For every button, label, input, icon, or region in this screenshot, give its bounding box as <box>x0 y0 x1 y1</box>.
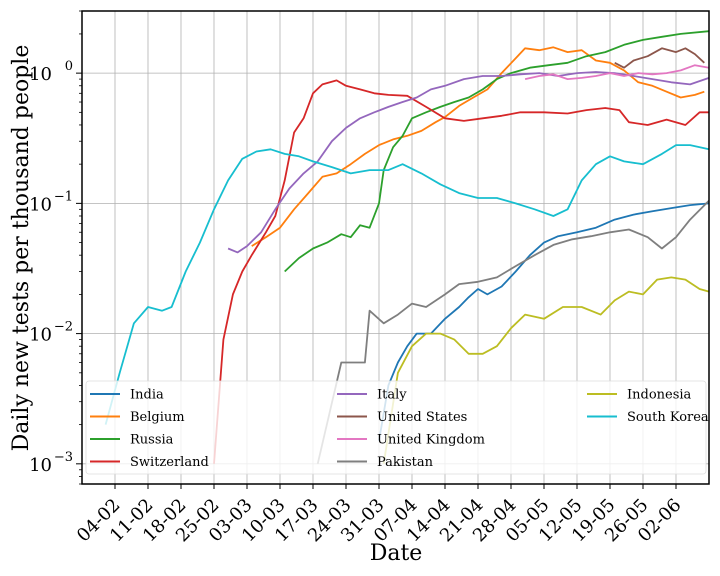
y-tick-exponent: −2 <box>54 320 73 335</box>
legend-label: United States <box>377 410 467 425</box>
y-tick-label: 10 <box>29 64 52 85</box>
legend: India Belgium Russia Switzerland Italy United… <box>85 380 709 475</box>
y-tick-exponent: −3 <box>54 450 73 465</box>
y-tick-exponent: 0 <box>65 59 73 74</box>
series-line-4 <box>227 71 710 254</box>
series-line-8 <box>382 276 710 464</box>
legend-label: Belgium <box>130 410 185 425</box>
legend-label: United Kingdom <box>377 433 485 448</box>
series-lines <box>104 30 710 465</box>
series-line-7 <box>316 199 710 465</box>
y-tick-base: 10 <box>29 64 52 85</box>
y-tick-label: 10 <box>29 455 52 476</box>
y-tick-base: 10 <box>29 325 52 346</box>
legend-label: Switzerland <box>130 455 209 470</box>
y-tick-base: 10 <box>29 455 52 476</box>
legend-label: Italy <box>377 388 407 403</box>
legend-label: Russia <box>130 433 174 448</box>
legend-label: Indonesia <box>627 388 692 403</box>
y-tick-label: 10 <box>29 325 52 346</box>
y-tick-label: 10 <box>29 194 52 215</box>
series-line-3 <box>213 79 709 464</box>
legend-label: South Korea <box>627 410 709 425</box>
y-axis-title: Daily new tests per thousand people <box>9 45 34 452</box>
series-line-2 <box>284 30 710 273</box>
legend-label: Pakistan <box>377 455 434 470</box>
legend-box <box>85 380 707 475</box>
legend-label: India <box>130 388 164 403</box>
series-line-6 <box>524 64 710 80</box>
series-line-0 <box>378 202 710 442</box>
y-tick-exponent: −1 <box>54 189 73 204</box>
plot-frame <box>81 10 710 485</box>
y-tick-base: 10 <box>29 194 52 215</box>
series-line-5 <box>614 47 705 69</box>
series-line-9 <box>104 144 710 425</box>
x-axis-title: Date <box>370 541 423 566</box>
